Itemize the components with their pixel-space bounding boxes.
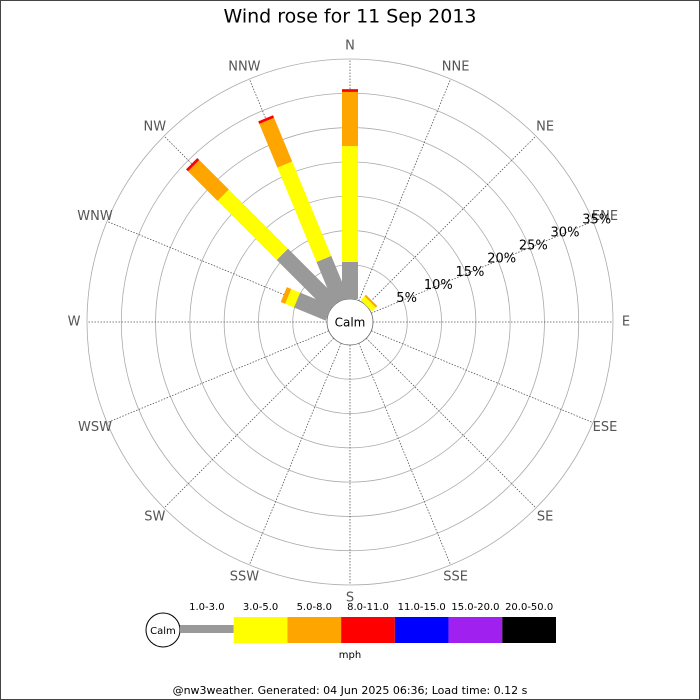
- bar-segment: [316, 255, 349, 304]
- spoke: [358, 78, 452, 301]
- direction-label: N: [345, 39, 355, 54]
- bar-segment: [186, 158, 200, 172]
- legend-swatch: [233, 617, 288, 643]
- chart-title: Wind rose for 11 Sep 2013: [223, 6, 476, 28]
- bar-segment: [276, 248, 340, 312]
- spoke: [371, 330, 594, 424]
- bar-segment: [258, 115, 275, 124]
- bar-segment: [217, 189, 288, 260]
- legend-swatch: [448, 617, 503, 643]
- legend-swatch: [394, 617, 449, 643]
- spoke: [365, 337, 537, 509]
- legend-calm-label: Calm: [150, 626, 176, 637]
- spoke: [106, 330, 329, 424]
- bar-segment: [360, 296, 376, 312]
- ring-label: 35%: [582, 212, 611, 227]
- ring-label: 15%: [456, 265, 485, 280]
- spoke: [371, 220, 594, 314]
- direction-label: E: [622, 315, 630, 330]
- bar-segment: [342, 89, 358, 92]
- bar-segment: [280, 287, 292, 304]
- ring-label: 10%: [424, 278, 453, 293]
- ring-label: 20%: [487, 252, 516, 267]
- bar-segment: [342, 91, 358, 147]
- spoke: [365, 135, 537, 307]
- legend-label: 3.0-5.0: [243, 602, 278, 613]
- bar-segment: [285, 289, 301, 308]
- legend-label: 5.0-8.0: [297, 602, 332, 613]
- direction-label: ENE: [592, 209, 618, 224]
- legend-label: 1.0-3.0: [189, 602, 224, 613]
- bar-segment: [364, 294, 378, 308]
- direction-label: W: [68, 315, 81, 330]
- direction-label: WNW: [77, 209, 113, 224]
- bar-segment: [277, 161, 332, 263]
- spoke: [358, 343, 452, 566]
- direction-label: ESE: [593, 420, 618, 435]
- spoke: [163, 337, 335, 509]
- legend-label: 8.0-11.0: [347, 602, 389, 613]
- direction-label: NE: [536, 119, 554, 134]
- direction-label: NW: [144, 119, 167, 134]
- direction-label: NNW: [228, 60, 260, 75]
- unit-label: mph: [339, 650, 361, 661]
- ring-label: 25%: [519, 239, 548, 254]
- direction-label: SW: [144, 510, 165, 525]
- legend-swatch: [502, 617, 556, 643]
- spoke: [248, 343, 342, 566]
- legend-swatch: [287, 617, 342, 643]
- direction-label: SE: [537, 510, 553, 525]
- direction-label: WSW: [78, 420, 112, 435]
- direction-label: SSW: [230, 569, 260, 584]
- bar-segment: [259, 117, 293, 168]
- legend-swatch: [180, 625, 234, 633]
- ring-label: 30%: [551, 225, 580, 240]
- calm-label: Calm: [335, 316, 366, 330]
- legend-label: 20.0-50.0: [505, 602, 553, 613]
- legend-label: 15.0-20.0: [451, 602, 499, 613]
- bar-segment: [342, 146, 358, 262]
- direction-label: SSE: [443, 569, 468, 584]
- direction-label: NNE: [442, 60, 470, 75]
- bar-segment: [342, 261, 358, 299]
- legend-label: 11.0-15.0: [398, 602, 446, 613]
- legend-swatch: [341, 617, 395, 643]
- bar-segment: [294, 292, 332, 321]
- direction-label: S: [346, 591, 354, 606]
- footer: @nw3weather. Generated: 04 Jun 2025 06:3…: [173, 684, 528, 697]
- grid-ring: [86, 58, 614, 586]
- ring-label: 5%: [396, 291, 417, 306]
- bar-segment: [187, 159, 229, 201]
